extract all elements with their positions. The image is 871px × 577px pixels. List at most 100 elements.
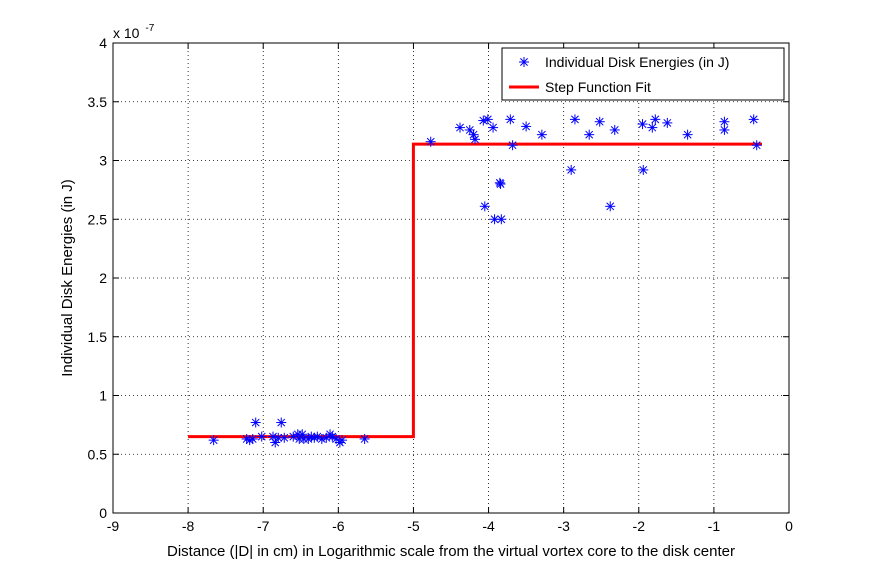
- marker-stroke: [479, 116, 488, 125]
- data-point: [507, 140, 518, 151]
- x-tick-label: -4: [482, 518, 495, 534]
- y-tick-label: 3.5: [88, 94, 108, 110]
- marker-stroke: [483, 115, 492, 124]
- marker-stroke: [328, 432, 337, 441]
- marker-stroke: [307, 432, 316, 441]
- x-tick-label: -8: [182, 518, 195, 534]
- marker-stroke: [490, 215, 499, 224]
- marker-stroke: [277, 418, 286, 427]
- tick-labels: -9 -8 -7 -6 -5 -4 -3 -2 -1 0 0 0.5 1 1.5 2 2.5 3 3.5 4: [88, 35, 794, 534]
- data-point: [751, 140, 762, 151]
- data-point: [637, 119, 648, 130]
- data-point: [536, 129, 547, 140]
- data-point: [594, 116, 605, 127]
- x-tick-label: -3: [557, 518, 570, 534]
- y-axis-label: Individual Disk Energies (in J): [59, 179, 76, 377]
- grid: [113, 43, 789, 513]
- data-point: [584, 129, 595, 140]
- scatter-points: [208, 114, 762, 448]
- legend-fit-label: Step Function Fit: [545, 79, 651, 95]
- marker-stroke: [242, 435, 251, 443]
- marker-stroke: [683, 130, 692, 139]
- data-point: [279, 432, 290, 443]
- data-point: [662, 117, 673, 128]
- marker-stroke: [480, 202, 489, 211]
- marker-stroke: [280, 433, 289, 442]
- marker-stroke: [257, 432, 266, 441]
- marker-stroke: [639, 165, 648, 174]
- marker-stroke: [209, 436, 218, 445]
- data-point: [748, 114, 759, 125]
- marker-stroke: [313, 432, 322, 441]
- y-tick-label: 4: [99, 35, 107, 51]
- data-point: [650, 114, 661, 125]
- plot-area: [113, 43, 789, 513]
- data-point: [719, 124, 730, 135]
- legend-scatter-label: Individual Disk Energies (in J): [545, 54, 729, 70]
- marker-stroke: [251, 418, 260, 427]
- data-point: [250, 417, 261, 428]
- data-point: [488, 122, 499, 133]
- marker-stroke: [585, 130, 594, 139]
- x-tick-label: -9: [107, 518, 120, 534]
- marker-stroke: [651, 115, 660, 124]
- data-point: [359, 433, 370, 444]
- marker-stroke: [606, 202, 615, 211]
- data-point: [505, 114, 516, 125]
- y-tick-label: 0.5: [88, 446, 108, 462]
- data-point: [208, 435, 219, 446]
- marker-stroke: [248, 435, 257, 443]
- y-exponent-label: x 10 -7: [113, 23, 155, 41]
- data-point: [495, 179, 506, 189]
- marker-stroke: [567, 165, 576, 174]
- data-point: [521, 121, 532, 132]
- data-point: [605, 201, 616, 212]
- marker-stroke: [456, 123, 464, 132]
- x-tick-label: -5: [407, 518, 420, 534]
- x-axis-label: Distance (|D| in cm) in Logarithmic scal…: [167, 543, 735, 560]
- y-tick-label: 1: [99, 388, 107, 404]
- legend-box: [501, 47, 785, 101]
- data-point: [470, 134, 481, 145]
- data-point: [479, 201, 490, 212]
- marker-stroke: [520, 58, 528, 66]
- y-tick-label: 3: [99, 153, 107, 169]
- marker-stroke: [465, 125, 474, 134]
- data-point: [569, 114, 580, 125]
- data-point: [276, 417, 287, 428]
- y-exponent-power: -7: [145, 23, 154, 34]
- x-tick-label: 0: [785, 518, 793, 534]
- marker-stroke: [471, 135, 479, 144]
- x-tick-label: -2: [633, 518, 646, 534]
- marker-stroke: [537, 130, 546, 139]
- data-point: [647, 122, 658, 133]
- y-exponent-base: x 10: [113, 25, 140, 41]
- marker-stroke: [497, 215, 506, 224]
- data-point: [609, 124, 620, 135]
- data-point: [256, 431, 267, 442]
- data-point: [496, 214, 507, 225]
- data-point: [312, 431, 323, 442]
- marker-stroke: [663, 118, 672, 127]
- marker-stroke: [274, 433, 283, 442]
- marker-stroke: [720, 125, 729, 134]
- y-tick-label: 2.5: [88, 211, 108, 227]
- data-point: [638, 164, 649, 175]
- data-point: [482, 114, 493, 125]
- y-tick-label: 0: [99, 505, 107, 521]
- legend-asterisk: [519, 57, 529, 67]
- marker-stroke: [595, 117, 604, 126]
- marker-stroke: [469, 130, 478, 139]
- data-point: [719, 116, 730, 127]
- marker-stroke: [506, 115, 515, 124]
- marker-stroke: [570, 115, 579, 124]
- marker-stroke: [496, 180, 505, 188]
- marker-stroke: [298, 430, 307, 439]
- marker-stroke: [522, 122, 531, 131]
- x-tick-label: -7: [257, 518, 270, 534]
- marker-stroke: [749, 115, 758, 124]
- marker-stroke: [271, 438, 280, 447]
- marker-stroke: [648, 123, 657, 132]
- data-point: [337, 435, 348, 446]
